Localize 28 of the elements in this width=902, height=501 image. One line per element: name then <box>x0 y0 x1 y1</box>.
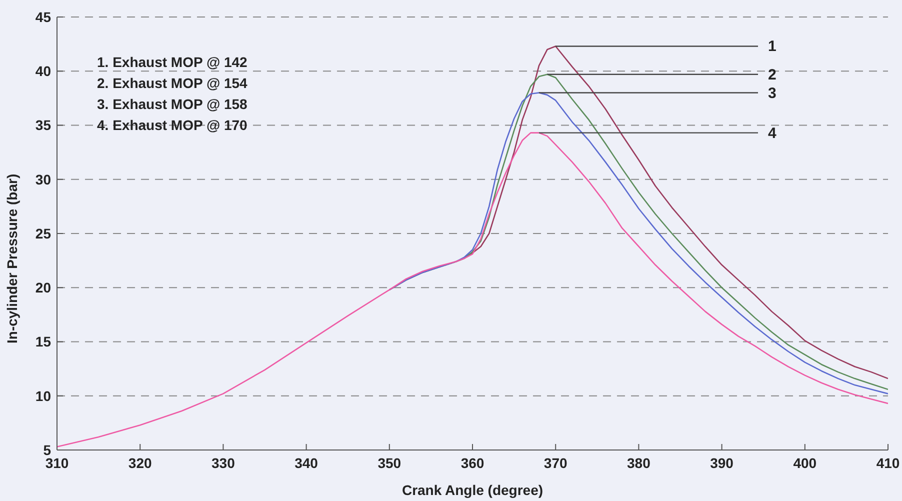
y-tick-label: 30 <box>35 171 52 188</box>
x-tick-label: 400 <box>793 454 817 471</box>
annotation: 4 <box>768 124 777 142</box>
x-tick-label: 350 <box>378 454 402 471</box>
annotation: 2. Exhaust MOP @ 154 <box>97 75 248 91</box>
annotation: 1 <box>768 38 776 56</box>
x-tick-label: 370 <box>544 454 568 471</box>
x-tick-label: 320 <box>128 454 152 471</box>
y-axis-title: In-cylinder Pressure (bar) <box>4 174 20 344</box>
annotation: 2 <box>768 66 776 84</box>
y-tick-label: 25 <box>35 225 52 242</box>
x-tick-label: 340 <box>294 454 318 471</box>
x-tick-label: 390 <box>710 454 734 471</box>
y-tick-label: 15 <box>35 334 52 350</box>
x-axis-title: Crank Angle (degree) <box>402 482 544 498</box>
x-tick-label: 380 <box>627 454 651 471</box>
y-tick-label: 35 <box>35 117 52 134</box>
x-tick-label: 360 <box>460 454 484 471</box>
annotation: 4. Exhaust MOP @ 170 <box>97 117 248 133</box>
annotation: 3. Exhaust MOP @ 158 <box>97 96 248 112</box>
x-tick-label: 410 <box>876 454 900 471</box>
x-tick-label: 330 <box>212 454 236 471</box>
y-tick-label: 10 <box>35 388 52 404</box>
y-tick-label: 45 <box>35 8 52 25</box>
annotation: 3 <box>768 84 776 102</box>
annotation: 1. Exhaust MOP @ 142 <box>97 54 248 70</box>
y-tick-label: 40 <box>35 63 52 80</box>
y-tick-label: 20 <box>35 280 52 296</box>
